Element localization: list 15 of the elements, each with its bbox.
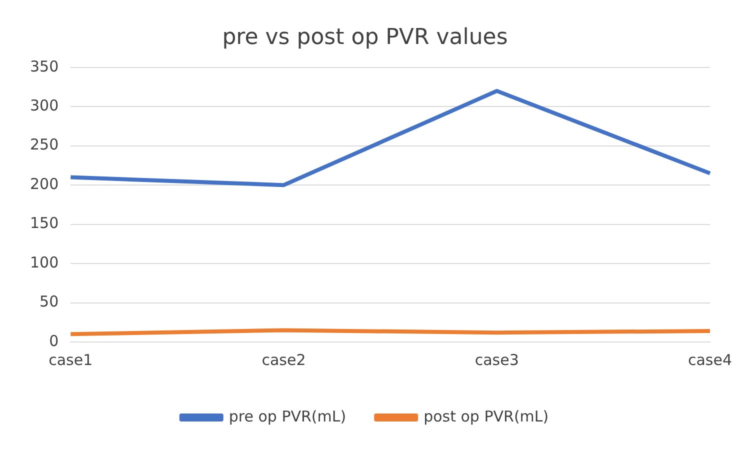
y-tick-label: 300 (30, 96, 59, 115)
y-tick-label: 200 (30, 174, 59, 193)
y-tick-label: 350 (30, 57, 59, 76)
y-tick-label: 250 (30, 136, 59, 154)
x-tick-label: case2 (262, 350, 306, 369)
x-tick-label: case3 (474, 350, 519, 369)
y-tick-label: 100 (30, 253, 59, 272)
legend-label: pre op PVR(mL) (228, 407, 346, 426)
y-tick-label: 50 (40, 292, 59, 311)
x-tick-label: case4 (688, 350, 732, 369)
chart-title: pre vs post op PVR values (222, 24, 508, 50)
y-tick-label: 150 (30, 214, 59, 232)
legend-label: post op PVR(mL) (424, 407, 549, 426)
y-tick-label: 0 (49, 332, 59, 350)
x-tick-label: case1 (48, 350, 93, 369)
